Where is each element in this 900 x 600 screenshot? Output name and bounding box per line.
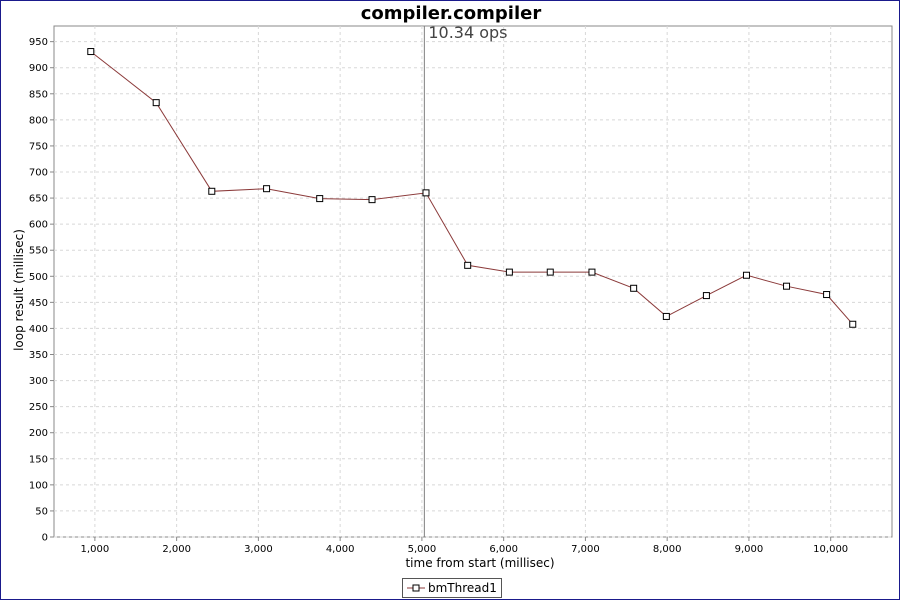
x-tick-label: 3,000 bbox=[244, 544, 273, 555]
data-point bbox=[87, 48, 95, 56]
y-tick-label: 800 bbox=[29, 115, 48, 126]
annotation-label: 10.34 ops bbox=[428, 23, 507, 42]
series-layer bbox=[87, 26, 857, 537]
data-point bbox=[702, 292, 710, 300]
y-tick-label: 900 bbox=[29, 63, 48, 74]
data-point bbox=[422, 189, 430, 197]
data-point bbox=[464, 261, 472, 269]
y-tick-label: 50 bbox=[35, 506, 48, 517]
y-tick-label: 450 bbox=[29, 298, 48, 309]
y-tick-label: 300 bbox=[29, 376, 48, 387]
y-tick-label: 950 bbox=[29, 37, 48, 48]
x-tick-label: 4,000 bbox=[326, 544, 355, 555]
legend-marker-icon bbox=[407, 584, 425, 592]
data-point bbox=[630, 284, 638, 292]
plot-area bbox=[53, 25, 893, 538]
data-point bbox=[152, 99, 160, 107]
data-point bbox=[263, 185, 271, 193]
grid-lines bbox=[54, 26, 892, 538]
axes: 0 50 100 150 200 250 300 350 400 450 500 550 600 650 7… bbox=[29, 37, 848, 555]
y-tick-label: 400 bbox=[29, 324, 48, 335]
x-tick-label: 2,000 bbox=[162, 544, 191, 555]
data-point bbox=[662, 312, 670, 320]
series-line bbox=[90, 51, 854, 325]
y-tick-label: 150 bbox=[29, 454, 48, 465]
data-point bbox=[823, 291, 831, 299]
y-axis-label: loop result (millisec) bbox=[12, 229, 26, 351]
x-tick-label: 1,000 bbox=[81, 544, 110, 555]
y-tick-label: 250 bbox=[29, 402, 48, 413]
data-point bbox=[368, 196, 376, 204]
data-point bbox=[588, 268, 596, 276]
data-point bbox=[546, 268, 554, 276]
y-tick-label: 350 bbox=[29, 350, 48, 361]
y-tick-label: 500 bbox=[29, 272, 48, 283]
data-point bbox=[316, 195, 324, 203]
y-tick-label: 600 bbox=[29, 220, 48, 231]
data-point bbox=[505, 268, 513, 276]
x-tick-label: 10,000 bbox=[813, 544, 848, 555]
legend-label: bmThread1 bbox=[428, 581, 497, 595]
y-tick-label: 200 bbox=[29, 428, 48, 439]
data-point bbox=[849, 320, 857, 328]
y-tick-label: 700 bbox=[29, 168, 48, 179]
legend: bmThread1 bbox=[402, 578, 502, 598]
x-tick-label: 5,000 bbox=[408, 544, 437, 555]
data-point bbox=[742, 271, 750, 279]
x-tick-label: 9,000 bbox=[735, 544, 764, 555]
data-point bbox=[208, 187, 216, 195]
y-tick-label: 650 bbox=[29, 194, 48, 205]
y-tick-label: 850 bbox=[29, 89, 48, 100]
x-tick-label: 6,000 bbox=[489, 544, 518, 555]
x-tick-label: 8,000 bbox=[653, 544, 682, 555]
chart-title: compiler.compiler bbox=[361, 3, 542, 24]
y-tick-label: 0 bbox=[42, 533, 48, 544]
x-tick-label: 7,000 bbox=[571, 544, 600, 555]
y-tick-label: 750 bbox=[29, 141, 48, 152]
x-axis-label: time from start (millisec) bbox=[405, 556, 554, 570]
y-tick-label: 550 bbox=[29, 246, 48, 257]
data-point bbox=[783, 282, 791, 290]
y-tick-label: 100 bbox=[29, 480, 48, 491]
